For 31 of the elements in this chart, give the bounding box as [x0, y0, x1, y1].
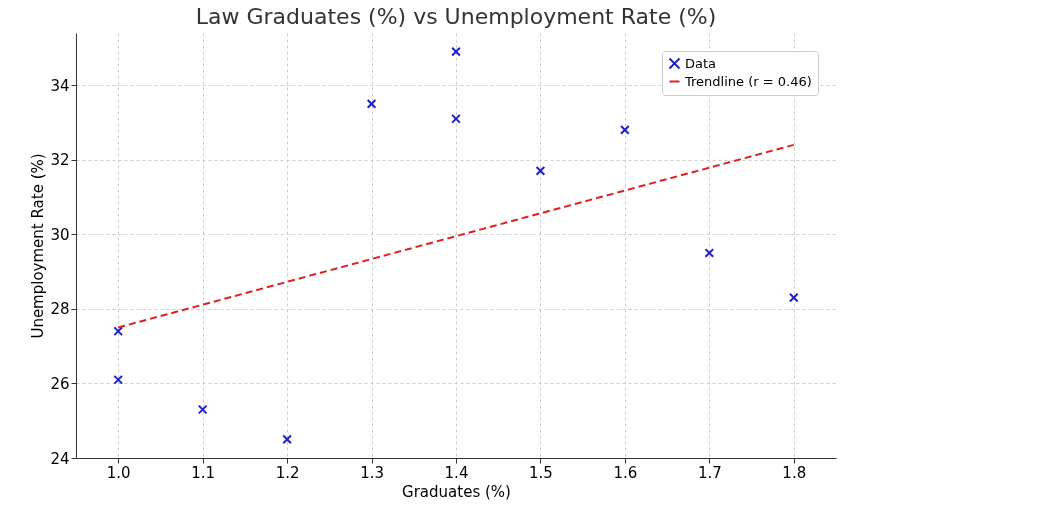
- y-tick-label: 34: [50, 76, 70, 95]
- x-tick-label: 1.8: [782, 463, 807, 482]
- y-tick-label: 28: [50, 300, 70, 319]
- point: [113, 374, 124, 385]
- point: [704, 248, 715, 258]
- x-tick-label: 1.1: [191, 463, 216, 482]
- x-axis-title: Graduates (%): [402, 482, 511, 501]
- legend-label: Trendline (r = 0.46): [684, 73, 812, 89]
- y-tick-label: 30: [50, 225, 70, 244]
- point: [197, 404, 208, 415]
- y-tick-label: 24: [50, 449, 70, 468]
- x-tick-label: 1.2: [275, 463, 300, 482]
- x-tick-label: 1.7: [697, 463, 722, 482]
- point: [366, 98, 377, 109]
- x-tick-label: 1.4: [444, 463, 469, 482]
- chart-title: Law Graduates (%) vs Unemployment Rate (%): [195, 4, 717, 29]
- point: [535, 166, 546, 176]
- y-tick-label: 32: [50, 151, 70, 170]
- point: [282, 434, 292, 445]
- x-tick-label: 1.3: [360, 463, 384, 482]
- point: [451, 113, 461, 124]
- point: [113, 326, 124, 337]
- point: [788, 292, 799, 303]
- x-tick-label: 1.6: [613, 463, 638, 482]
- point: [620, 125, 630, 135]
- point: [451, 46, 461, 57]
- legend-label: Data: [685, 55, 717, 71]
- y-tick-label: 26: [50, 374, 70, 393]
- x-tick-label: 1.0: [106, 463, 131, 482]
- x-tick-label: 1.5: [529, 463, 553, 482]
- y-axis-title: Unemployment Rate (%): [29, 153, 48, 339]
